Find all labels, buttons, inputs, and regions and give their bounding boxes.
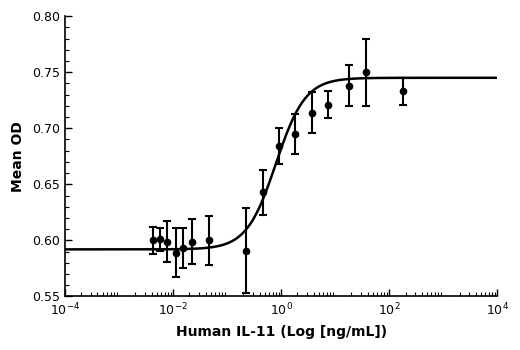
X-axis label: Human IL-11 (Log [ng/mL]): Human IL-11 (Log [ng/mL]): [176, 325, 387, 339]
Y-axis label: Mean OD: Mean OD: [11, 121, 25, 192]
